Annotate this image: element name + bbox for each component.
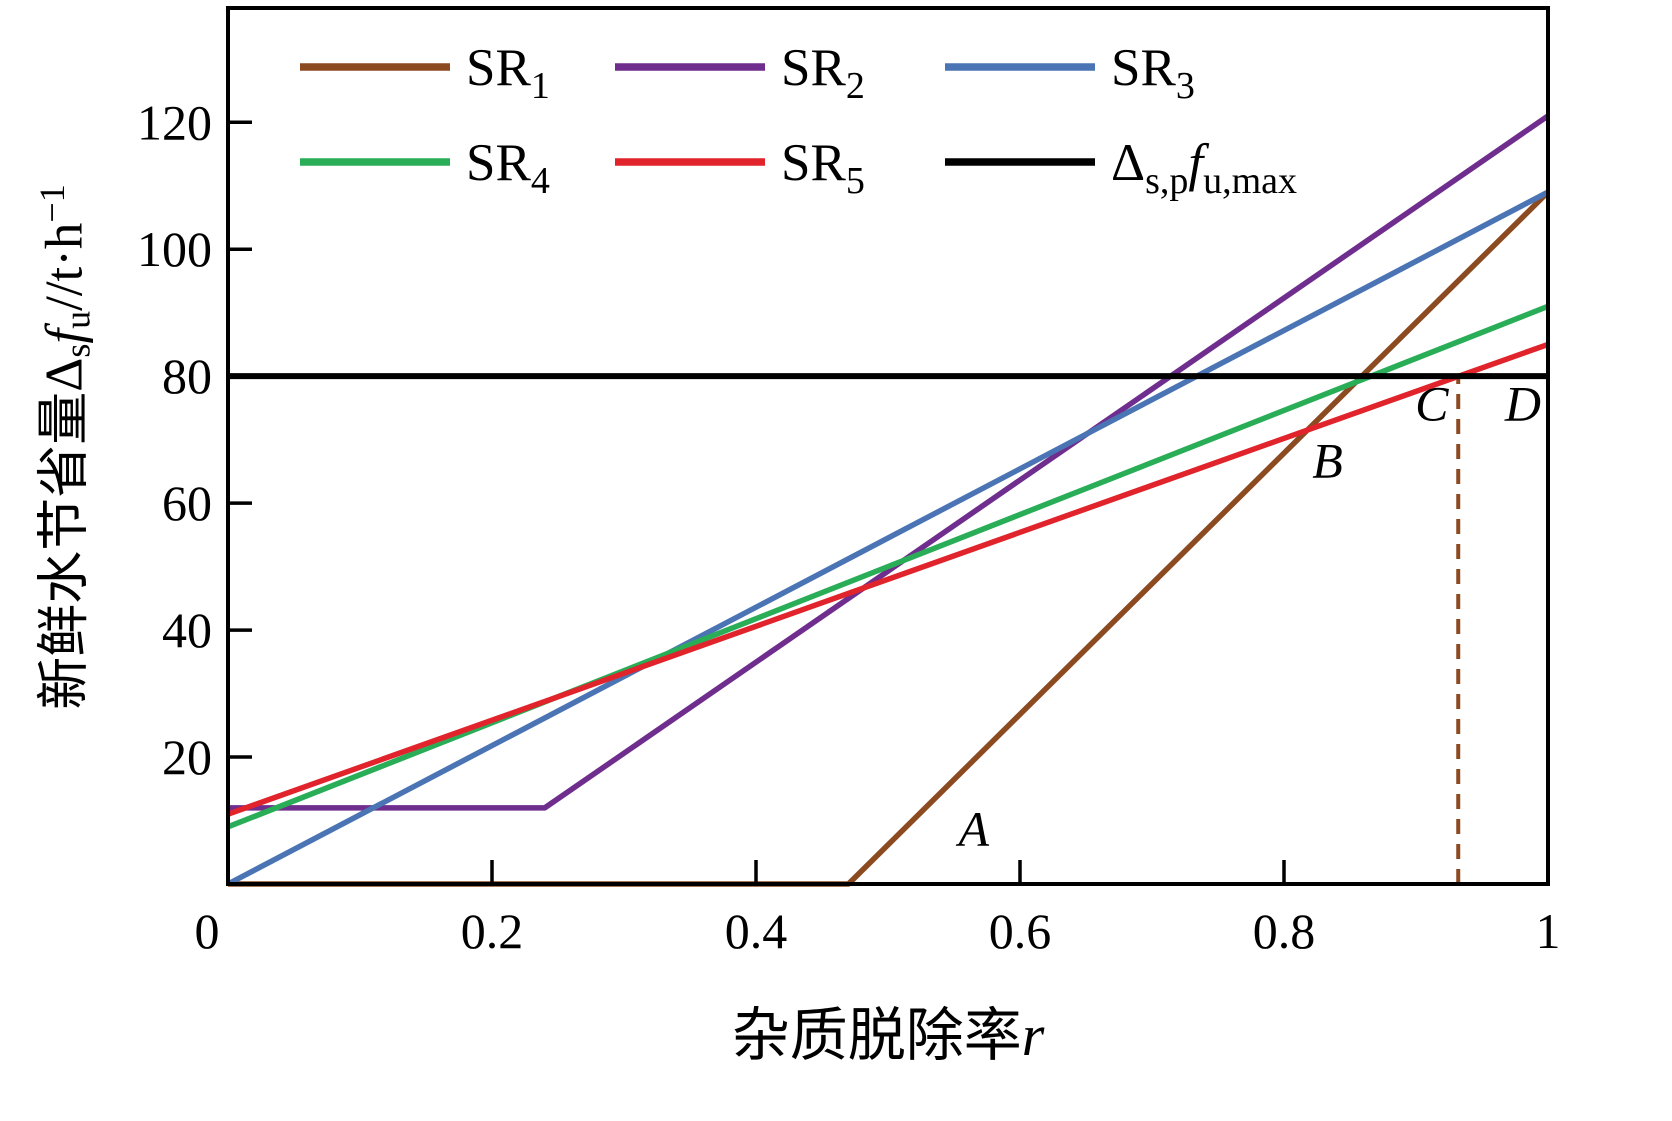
y-tick-label: 120 (137, 94, 212, 150)
y-axis-title-sub-s: s (57, 343, 98, 358)
series-SR3-line (226, 189, 1550, 887)
x-axis-title-variable: r (1021, 1003, 1045, 1068)
y-axis-title-units: //t·h (35, 222, 94, 311)
y-axis-title: 新鲜水节省量Δsfu//t·h−1 (22, 184, 99, 710)
legend-label-SR1: SR1 (466, 39, 550, 107)
x-tick-label: 0 (195, 903, 220, 959)
x-axis-title-text: 杂质脱除率 (731, 1003, 1022, 1068)
annotation-A: A (956, 801, 990, 857)
y-tick-label: 20 (162, 729, 212, 785)
annotation-C: C (1415, 376, 1449, 432)
y-tick-label: 80 (162, 348, 212, 404)
y-tick-label: 60 (162, 475, 212, 531)
legend-label-SR5: SR5 (781, 134, 865, 202)
x-tick-label: 1 (1536, 903, 1561, 959)
series-SR4-line (226, 303, 1550, 830)
annotation-D: D (1504, 376, 1541, 432)
series-SR2-line (228, 113, 1550, 811)
y-axis-title-sub-u: u (57, 310, 98, 329)
x-axis-title: 杂质脱除率r (732, 988, 1045, 1072)
x-tick-label: 0.2 (461, 903, 524, 959)
y-tick-label: 100 (137, 221, 212, 277)
legend-label-max: Δs,pfu,max (1111, 134, 1297, 202)
legend-label-SR3: SR3 (1111, 39, 1195, 107)
series-SR5-line (227, 341, 1549, 817)
y-axis-title-exponent: −1 (32, 184, 73, 223)
x-tick-label: 0.4 (725, 903, 788, 959)
annotation-B: B (1312, 433, 1343, 489)
legend-label-SR4: SR4 (466, 134, 550, 202)
plot-border (226, 6, 1550, 886)
legend-label-SR2: SR2 (781, 39, 865, 107)
x-tick-label: 0.6 (989, 903, 1052, 959)
y-axis-title-f: f (35, 328, 94, 344)
x-tick-label: 0.8 (1253, 903, 1316, 959)
y-axis-title-prefix: 新鲜水节省量Δ (35, 357, 94, 710)
y-tick-label: 40 (162, 602, 212, 658)
